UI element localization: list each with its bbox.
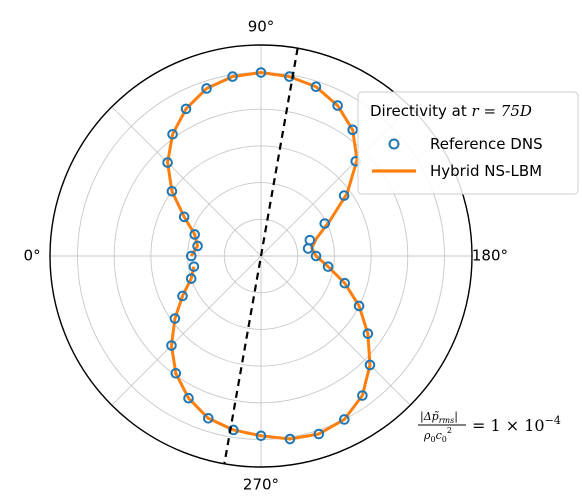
data-point-reference-dns: [192, 240, 203, 252]
data-point-reference-dns: [353, 300, 365, 312]
angle-tick-90: 90°: [248, 18, 275, 36]
data-point-reference-dns: [166, 185, 178, 197]
data-point-reference-dns: [201, 83, 212, 94]
legend-title: Directivity at r = 75D: [370, 102, 532, 120]
data-point-reference-dns: [170, 367, 182, 379]
polar-outer-ring: [49, 44, 473, 468]
data-point-reference-dns: [180, 103, 192, 115]
data-point-reference-dns: [310, 81, 322, 93]
directivity-axis-line: [223, 48, 299, 464]
grid-spoke-225: [260, 255, 411, 406]
data-point-reference-dns: [162, 157, 173, 168]
data-point-reference-dns: [166, 340, 177, 351]
data-point-reference-dns: [183, 392, 194, 404]
data-point-reference-dns: [255, 67, 267, 78]
data-point-reference-dns: [178, 211, 190, 223]
data-point-reference-dns: [310, 250, 322, 262]
data-point-reference-dns: [338, 414, 350, 425]
data-point-reference-dns: [255, 430, 267, 442]
grid-spoke-315: [111, 255, 262, 406]
data-point-reference-dns: [228, 424, 239, 436]
grid-spoke-45: [111, 106, 262, 257]
annotation-denominator: ρ0c02: [423, 426, 452, 444]
data-point-reference-dns: [302, 243, 314, 254]
data-point-reference-dns: [339, 277, 351, 289]
data-point-reference-dns: [167, 128, 178, 140]
data-point-reference-dns: [202, 412, 214, 424]
angle-tick-270: 270°: [243, 475, 279, 493]
data-point-reference-dns: [357, 390, 368, 401]
data-point-reference-dns: [304, 234, 316, 246]
legend-label-reference-dns: Reference DNS: [430, 135, 543, 153]
series-layer: [162, 67, 376, 445]
legend-box: [357, 91, 579, 195]
angle-tick-180: 180°: [472, 247, 508, 265]
data-point-reference-dns: [322, 261, 334, 272]
data-point-reference-dns: [338, 190, 350, 201]
data-point-reference-dns: [364, 359, 376, 371]
legend-marker-reference-dns: [388, 138, 400, 150]
data-point-reference-dns: [177, 290, 188, 302]
data-point-reference-dns: [319, 218, 331, 229]
angle-tick-0: 0°: [24, 247, 41, 265]
amplitude-annotation: |Δp̃rms| ρ0c02 = 1 × 10−4: [418, 410, 561, 444]
angle-tick-labels: 90° 0° 180° 270°: [24, 18, 508, 494]
legend: Directivity at r = 75D Reference DNS Hyb…: [357, 91, 579, 195]
data-point-reference-dns: [188, 261, 200, 272]
data-point-reference-dns: [185, 250, 197, 262]
annotation-numerator: |Δp̃rms|: [420, 410, 458, 425]
data-point-reference-dns: [189, 229, 200, 240]
data-point-reference-dns: [313, 428, 325, 440]
data-point-reference-dns: [185, 273, 197, 284]
data-point-reference-dns: [169, 313, 181, 324]
legend-label-hybrid-ns-lbm: Hybrid NS-LBM: [430, 162, 542, 180]
data-point-reference-dns: [362, 328, 374, 339]
data-point-reference-dns: [332, 100, 343, 111]
data-point-reference-dns: [284, 433, 296, 445]
data-point-reference-dns: [227, 71, 238, 82]
data-point-reference-dns: [347, 124, 358, 136]
annotation-rhs: = 1 × 10−4: [472, 414, 561, 435]
